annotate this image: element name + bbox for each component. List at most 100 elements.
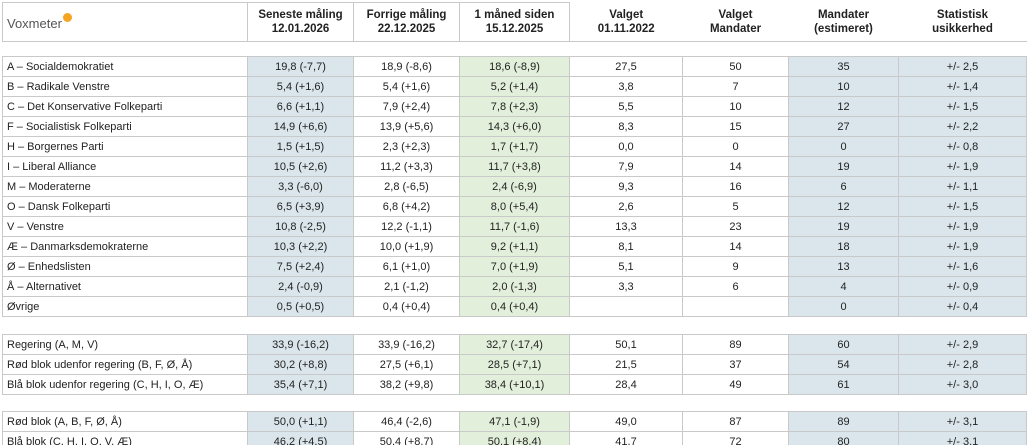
data-row: A – Socialdemokratiet 19,8 (-7,7) 18,9 (-8… — [2, 56, 1027, 77]
value-cell: +/- 1,5 — [898, 96, 1027, 117]
header-line: Seneste måling — [258, 9, 343, 21]
value-cell: 87 — [682, 411, 789, 432]
value-cell: 46,2 (+4,5) — [247, 431, 354, 445]
value-cell: +/- 1,5 — [898, 196, 1027, 217]
value-cell: +/- 2,5 — [898, 56, 1027, 77]
value-cell: +/- 3,0 — [898, 374, 1027, 395]
header-line: Valget — [609, 8, 644, 21]
data-row: B – Radikale Venstre 5,4 (+1,6) 5,4 (+1,6)… — [2, 76, 1027, 97]
value-cell: 3,3 (-6,0) — [247, 176, 354, 197]
value-cell: 8,3 — [569, 116, 683, 137]
column-header: Mandater (estimeret) — [788, 2, 899, 42]
value-cell: 0,4 (+0,4) — [459, 296, 570, 317]
value-cell: 0,0 — [569, 136, 683, 157]
logo-cell: Voxmeter — [2, 2, 248, 42]
value-cell: 27,5 — [569, 56, 683, 77]
data-row: M – Moderaterne 3,3 (-6,0) 2,8 (-6,5) 2,4 (… — [2, 176, 1027, 197]
value-cell: 49 — [682, 374, 789, 395]
value-cell: 14 — [682, 236, 789, 257]
value-cell: 61 — [788, 374, 899, 395]
value-cell: 5,5 — [569, 96, 683, 117]
value-cell: 3,3 — [569, 276, 683, 297]
data-row: V – Venstre 10,8 (-2,5) 12,2 (-1,1) 11,7 (-… — [2, 216, 1027, 237]
value-cell: +/- 3,1 — [898, 431, 1027, 445]
party-name: V – Venstre — [2, 216, 248, 237]
header-line: Mandater — [817, 8, 870, 21]
value-cell: 15 — [682, 116, 789, 137]
data-row: I – Liberal Alliance 10,5 (+2,6) 11,2 (+3,… — [2, 156, 1027, 177]
value-cell: 50,1 (+8,4) — [459, 431, 570, 445]
value-cell: 10,5 (+2,6) — [247, 156, 354, 177]
spacer — [3, 42, 1027, 57]
value-cell: 18,9 (-8,6) — [353, 56, 460, 77]
value-cell: 41,7 — [569, 431, 683, 445]
value-cell: 7,9 — [569, 156, 683, 177]
spacer-row — [3, 317, 1027, 335]
data-row: Blå blok (C, H, I, O, V, Æ) 46,2 (+4,5) 50… — [2, 431, 1027, 445]
logo-text: Voxmeter — [7, 16, 62, 31]
value-cell: 13,3 — [569, 216, 683, 237]
header-line: 15.12.2025 — [485, 23, 544, 35]
value-cell: 14 — [682, 156, 789, 177]
value-cell: 0 — [682, 136, 789, 157]
value-cell: 33,9 (-16,2) — [247, 334, 354, 355]
data-row: Regering (A, M, V) 33,9 (-16,2) 33,9 (-16,… — [2, 334, 1027, 355]
value-cell: 10 — [682, 96, 789, 117]
party-name: O – Dansk Folkeparti — [2, 196, 248, 217]
party-name: Å – Alternativet — [2, 276, 248, 297]
value-cell: 13,9 (+5,6) — [353, 116, 460, 137]
value-cell: 80 — [788, 431, 899, 445]
value-cell: 5,1 — [569, 256, 683, 277]
value-cell: 2,3 (+2,3) — [353, 136, 460, 157]
value-cell: +/- 2,8 — [898, 354, 1027, 375]
party-name: Rød blok udenfor regering (B, F, Ø, Å) — [2, 354, 248, 375]
value-cell: +/- 0,8 — [898, 136, 1027, 157]
value-cell: 0 — [788, 296, 899, 317]
spacer-row — [3, 395, 1027, 412]
value-cell: 10,0 (+1,9) — [353, 236, 460, 257]
header-line: 12.01.2026 — [271, 23, 330, 35]
value-cell: 28,5 (+7,1) — [459, 354, 570, 375]
value-cell: 23 — [682, 216, 789, 237]
column-header: Valget Mandater — [682, 2, 789, 42]
value-cell: 8,0 (+5,4) — [459, 196, 570, 217]
value-cell: 27,5 (+6,1) — [353, 354, 460, 375]
value-cell: +/- 1,4 — [898, 76, 1027, 97]
value-cell: 2,1 (-1,2) — [353, 276, 460, 297]
party-name: Blå blok (C, H, I, O, V, Æ) — [2, 431, 248, 445]
value-cell: 12,2 (-1,1) — [353, 216, 460, 237]
value-cell: 11,7 (-1,6) — [459, 216, 570, 237]
party-name: M – Moderaterne — [2, 176, 248, 197]
value-cell: 7,8 (+2,3) — [459, 96, 570, 117]
value-cell: 5,2 (+1,4) — [459, 76, 570, 97]
value-cell: 10,3 (+2,2) — [247, 236, 354, 257]
value-cell: 38,2 (+9,8) — [353, 374, 460, 395]
party-name: F – Socialistisk Folkeparti — [2, 116, 248, 137]
value-cell: 12 — [788, 196, 899, 217]
value-cell: 32,7 (-17,4) — [459, 334, 570, 355]
value-cell: 2,0 (-1,3) — [459, 276, 570, 297]
value-cell: 2,8 (-6,5) — [353, 176, 460, 197]
party-name: C – Det Konservative Folkeparti — [2, 96, 248, 117]
logo-icon — [62, 13, 72, 22]
value-cell: 11,7 (+3,8) — [459, 156, 570, 177]
value-cell: 0,4 (+0,4) — [353, 296, 460, 317]
value-cell: 10 — [788, 76, 899, 97]
value-cell: 7 — [682, 76, 789, 97]
value-cell: 72 — [682, 431, 789, 445]
value-cell: 46,4 (-2,6) — [353, 411, 460, 432]
value-cell: 60 — [788, 334, 899, 355]
column-header: Forrige måling 22.12.2025 — [353, 2, 460, 42]
value-cell: 2,4 (-6,9) — [459, 176, 570, 197]
value-cell: 3,8 — [569, 76, 683, 97]
value-cell: 5,4 (+1,6) — [353, 76, 460, 97]
value-cell — [569, 296, 683, 317]
value-cell: 6,6 (+1,1) — [247, 96, 354, 117]
spacer — [3, 395, 1027, 412]
value-cell: 19 — [788, 216, 899, 237]
data-row: O – Dansk Folkeparti 6,5 (+3,9) 6,8 (+4,2)… — [2, 196, 1027, 217]
value-cell: 6 — [788, 176, 899, 197]
data-row: Ø – Enhedslisten 7,5 (+2,4) 6,1 (+1,0) 7,0 … — [2, 256, 1027, 277]
